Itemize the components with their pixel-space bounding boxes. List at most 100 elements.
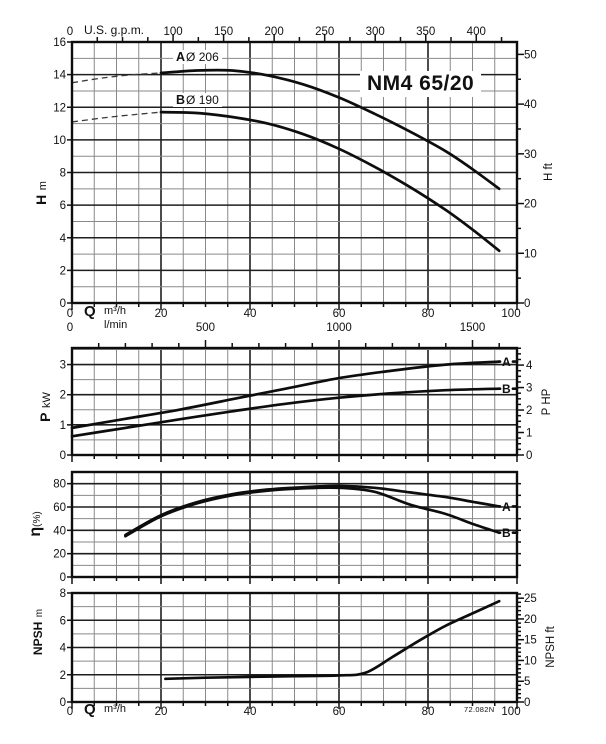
top-axis-unit-label: U.S. g.p.m.: [84, 23, 145, 37]
head-right-tick-label: 20: [524, 199, 537, 211]
power-top-zero-label: 0: [67, 322, 73, 334]
head-y-tick-label: 10: [53, 135, 66, 147]
npsh-right-tick-label: 15: [524, 635, 537, 647]
efficiency-axis-symbol: η: [27, 526, 44, 537]
efficiency-axis-label: η(%): [27, 511, 45, 536]
head-y-tick-label: 4: [60, 233, 67, 245]
npsh-axis-label: NPSH m: [29, 609, 47, 655]
curve-a-206-dashed: [71, 72, 162, 84]
curve-a-diameter: Ø 206: [186, 50, 219, 64]
head-y-tick-label: 2: [60, 265, 66, 277]
npsh-x-tick-label: 100: [501, 706, 520, 718]
npsh-right-tick-label: 10: [524, 655, 537, 667]
power-top-tick-label: 500: [196, 322, 215, 334]
power-y-tick-label: 1: [60, 420, 66, 432]
chart-title: NM4 65/20: [360, 71, 482, 97]
head-x-tick-label: 60: [333, 308, 346, 320]
head-right-tick-label: 30: [524, 149, 537, 161]
flow-axis-q-label: Q: [84, 303, 96, 320]
head-top-tick-label: 150: [214, 26, 233, 38]
head-top-tick-label: 200: [265, 26, 284, 38]
power-axis-symbol: P: [37, 412, 53, 422]
curve-b-190: [159, 110, 501, 253]
npsh-right-tick-label: 5: [524, 676, 530, 688]
head-top-zero-label: 0: [67, 26, 73, 38]
head-top-tick-label: 350: [416, 26, 435, 38]
efficiency-axis-unit: (%): [32, 511, 43, 527]
curve-end-label-b: B: [502, 382, 511, 396]
head-right-tick-label: 50: [524, 49, 537, 61]
head-right-tick-label: 0: [524, 298, 530, 310]
efficiency-y-tick-label: 40: [53, 525, 66, 537]
head-y-tick-label: 0: [60, 298, 66, 310]
head-axis-unit: m: [37, 181, 49, 191]
catalog-code: 72.082N: [464, 705, 495, 714]
head-x-tick-label: 80: [422, 308, 435, 320]
curve-a-diameter-label: A Ø 206: [173, 50, 222, 64]
npsh-y-tick-label: 0: [60, 697, 66, 709]
bottom-flow-axis-q-label: Q: [84, 701, 96, 718]
npsh-x-tick-label: 0: [67, 706, 73, 718]
curve-b-190-dashed: [71, 111, 162, 123]
head-y-tick-label: 8: [60, 168, 66, 180]
power-right-tick-label: 3: [526, 383, 532, 395]
flow-axis-lmin-unit: l/min: [104, 319, 128, 331]
efficiency-y-tick-label: 60: [53, 502, 66, 514]
head-y-tick-label: 14: [53, 70, 66, 82]
power-right-tick-label: 0: [526, 450, 532, 462]
power-right-tick-label: 2: [526, 405, 532, 417]
bottom-flow-axis-m3h-unit: m³/h: [104, 703, 126, 715]
power-y-tick-label: 2: [60, 390, 66, 402]
head-y-tick-label: 6: [60, 200, 66, 212]
power-axis-unit: kW: [41, 392, 53, 409]
power-y-tick-label: 3: [60, 360, 66, 372]
head-right-tick-label: 40: [524, 99, 537, 111]
curve-a: [124, 484, 501, 537]
curve-npsh: [164, 599, 501, 681]
curve-b-diameter-label: B Ø 190: [173, 93, 222, 107]
curve-b-letter: B: [176, 93, 186, 107]
curve-b: [70, 387, 501, 438]
npsh-right-tick-label: 20: [524, 614, 537, 626]
power-hp-axis-label: P HP: [541, 388, 553, 416]
npsh-x-tick-label: 20: [155, 706, 168, 718]
npsh-x-tick-label: 40: [244, 706, 257, 718]
npsh-x-tick-label: 80: [422, 706, 435, 718]
head-top-tick-label: 250: [315, 26, 334, 38]
head-x-tick-label: 40: [244, 308, 257, 320]
flow-axis-m3h-unit: m³/h: [104, 305, 126, 317]
npsh-axis-unit: m: [34, 608, 45, 618]
head-y-tick-label: 16: [53, 37, 66, 49]
npsh-right-tick-label: 25: [524, 593, 537, 605]
head-top-tick-label: 400: [467, 26, 486, 38]
head-x-tick-label: 0: [67, 308, 73, 320]
power-right-tick-label: 1: [526, 428, 532, 440]
head-axis-symbol: H: [33, 194, 49, 205]
npsh-x-tick-label: 60: [333, 706, 346, 718]
head-top-tick-label: 100: [163, 26, 182, 38]
power-right-tick-label: 4: [526, 360, 533, 372]
curve-end-label-b: B: [502, 526, 511, 540]
curve-end-label-a: A: [502, 355, 511, 369]
curve-b-diameter: Ø 190: [186, 93, 219, 107]
npsh-y-tick-label: 4: [60, 643, 67, 655]
npsh-y-tick-label: 8: [60, 588, 66, 600]
npsh-ft-axis-label: NPSH ft: [545, 626, 557, 668]
head-y-tick-label: 12: [53, 102, 66, 114]
head-x-tick-label: 100: [501, 308, 520, 320]
head-top-tick-label: 300: [366, 26, 385, 38]
npsh-y-tick-label: 2: [60, 670, 66, 682]
curve-a-206: [159, 68, 501, 191]
efficiency-y-tick-label: 80: [53, 479, 66, 491]
curve-a: [70, 360, 501, 430]
curve-a-letter: A: [176, 50, 186, 64]
power-top-tick-label: 1000: [326, 322, 352, 334]
power-axis-label: P kW: [37, 392, 55, 422]
efficiency-y-tick-label: 0: [60, 572, 66, 584]
curve-end-label-a: A: [502, 500, 511, 514]
power-top-tick-label: 1500: [460, 322, 486, 334]
curve-b: [124, 486, 501, 538]
power-y-tick-label: 0: [60, 450, 66, 462]
